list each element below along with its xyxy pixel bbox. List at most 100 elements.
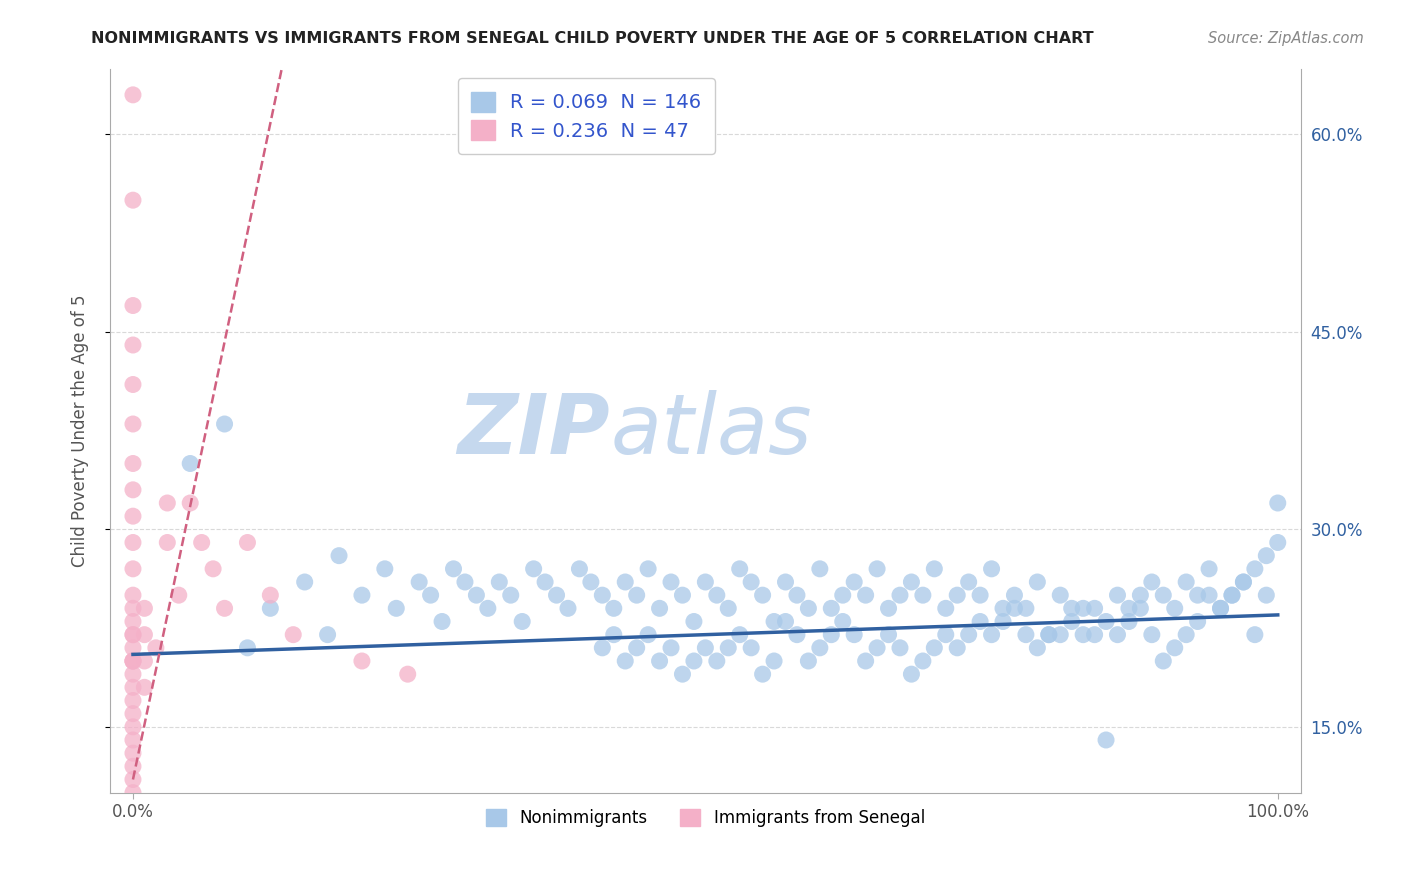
Point [946,640,969,655]
Point [820,628,842,642]
Point [510,615,533,629]
Point [1026,640,1049,655]
Point [671,588,693,602]
Point [385,601,408,615]
Point [969,588,991,602]
Point [648,654,671,668]
Point [122,667,145,681]
Point [122,87,145,102]
Point [683,615,706,629]
Point [991,601,1014,615]
Point [134,654,156,668]
Point [889,640,911,655]
Point [1209,601,1232,615]
Point [911,588,934,602]
Point [1084,628,1107,642]
Point [190,535,212,549]
Point [1129,601,1152,615]
Point [122,457,145,471]
Point [751,667,773,681]
Point [294,574,316,589]
Point [1187,588,1209,602]
Point [179,496,201,510]
Point [122,535,145,549]
Point [122,338,145,352]
Point [122,733,145,747]
Point [637,628,659,642]
Point [1232,574,1254,589]
Point [991,615,1014,629]
Point [1015,628,1038,642]
Point [924,640,946,655]
Point [259,601,281,615]
Point [122,772,145,787]
Point [122,377,145,392]
Point [122,640,145,655]
Point [579,574,602,589]
Point [1095,615,1118,629]
Point [419,588,441,602]
Point [1175,574,1198,589]
Point [855,588,877,602]
Point [122,759,145,773]
Point [591,640,613,655]
Text: Source: ZipAtlas.com: Source: ZipAtlas.com [1208,31,1364,46]
Point [1004,588,1026,602]
Point [122,720,145,734]
Point [797,654,820,668]
Point [145,640,167,655]
Point [1232,574,1254,589]
Point [969,615,991,629]
Point [1175,628,1198,642]
Point [831,615,853,629]
Point [866,562,889,576]
Point [134,601,156,615]
Point [695,574,717,589]
Point [1152,654,1174,668]
Point [1209,601,1232,615]
Point [820,601,842,615]
Point [1049,588,1071,602]
Point [156,496,179,510]
Point [122,509,145,524]
Point [523,562,546,576]
Point [1220,588,1243,602]
Point [911,654,934,668]
Point [477,601,499,615]
Point [122,562,145,576]
Point [786,588,808,602]
Point [122,681,145,695]
Point [1244,562,1267,576]
Point [1140,574,1163,589]
Point [603,601,626,615]
Point [122,654,145,668]
Point [546,588,568,602]
Point [1118,601,1140,615]
Point [844,628,866,642]
Point [202,562,225,576]
Point [1038,628,1060,642]
Point [1095,733,1118,747]
Point [706,654,728,668]
Point [122,193,145,207]
Point [1256,549,1278,563]
Point [122,298,145,312]
Point [648,601,671,615]
Point [717,601,740,615]
Point [1038,628,1060,642]
Point [259,588,281,602]
Point [659,574,682,589]
Point [626,640,648,655]
Point [946,588,969,602]
Point [1256,588,1278,602]
Point [122,483,145,497]
Point [1071,601,1094,615]
Point [1107,628,1129,642]
Point [935,628,957,642]
Point [167,588,190,602]
Point [1140,628,1163,642]
Point [122,786,145,800]
Point [900,574,922,589]
Point [1152,588,1174,602]
Point [831,588,853,602]
